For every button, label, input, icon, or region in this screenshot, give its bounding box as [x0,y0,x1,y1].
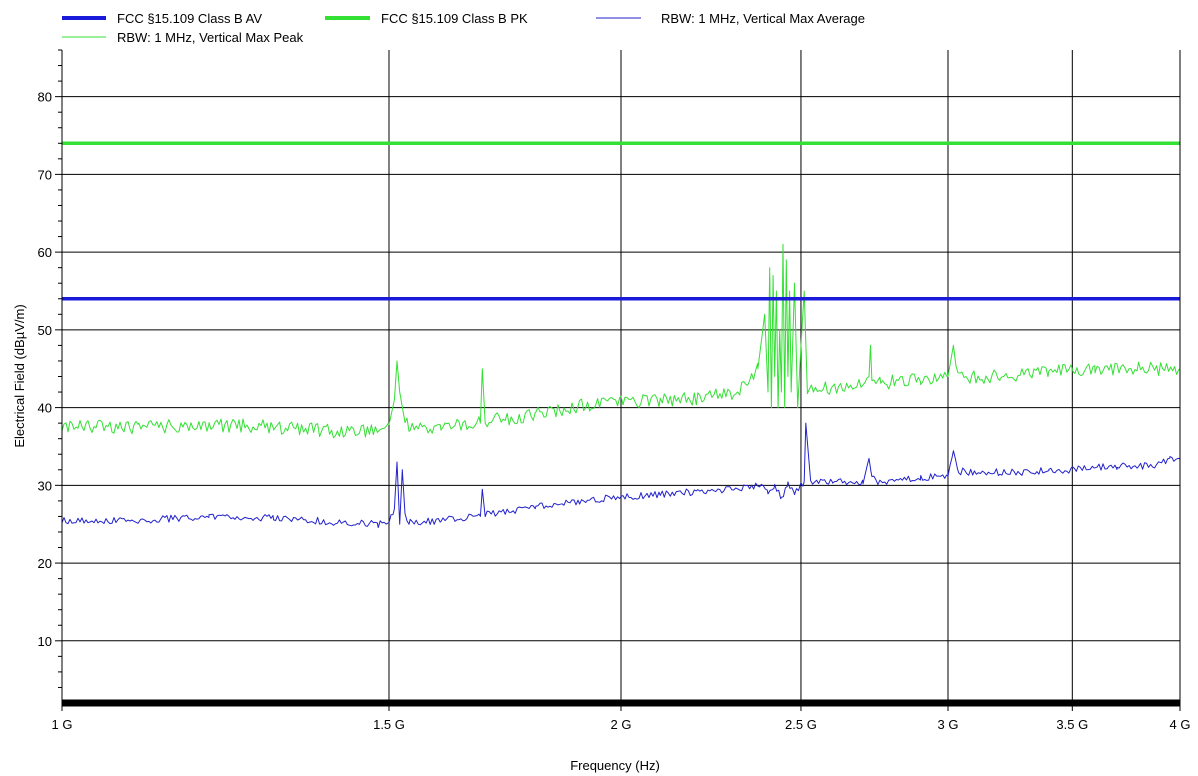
legend-label-average-trace: RBW: 1 MHz, Vertical Max Average [661,11,865,26]
y-tick-label: 20 [38,556,52,571]
x-tick-label: 3 G [938,717,959,732]
average-trace [61,422,1181,529]
minor-ticks [58,49,62,688]
x-tick-label: 2.5 G [785,717,817,732]
y-tick-label: 50 [38,323,52,338]
x-tick-label: 4 G [1170,717,1191,732]
peak-trace [61,243,1181,439]
x-tick-label: 1.5 G [373,717,405,732]
x-axis-label: Frequency (Hz) [570,758,660,773]
y-tick-label: 60 [38,245,52,260]
legend-label-av-limit: FCC §15.109 Class B AV [117,11,262,26]
y-tick-label: 70 [38,167,52,182]
y-axis-label: Electrical Field (dBµV/m) [12,304,27,447]
series-layer [61,141,1181,529]
x-tick-label: 1 G [52,717,73,732]
grid-lines [62,50,1180,703]
legend-label-pk-limit: FCC §15.109 Class B PK [381,11,528,26]
x-tick-labels: 1 G 1.5 G 2 G 2.5 G 3 G 3.5 G 4 G [52,703,1191,732]
legend-label-peak-trace: RBW: 1 MHz, Vertical Max Peak [117,30,304,45]
y-tick-label: 40 [38,401,52,416]
x-tick-label: 3.5 G [1056,717,1088,732]
legend: FCC §15.109 Class B AV FCC §15.109 Class… [62,11,865,45]
y-tick-label: 80 [38,90,52,105]
y-tick-label: 10 [38,634,52,649]
x-tick-label: 2 G [611,717,632,732]
y-tick-label: 30 [38,478,52,493]
y-tick-labels: 10 20 30 40 50 60 70 80 [38,90,62,649]
